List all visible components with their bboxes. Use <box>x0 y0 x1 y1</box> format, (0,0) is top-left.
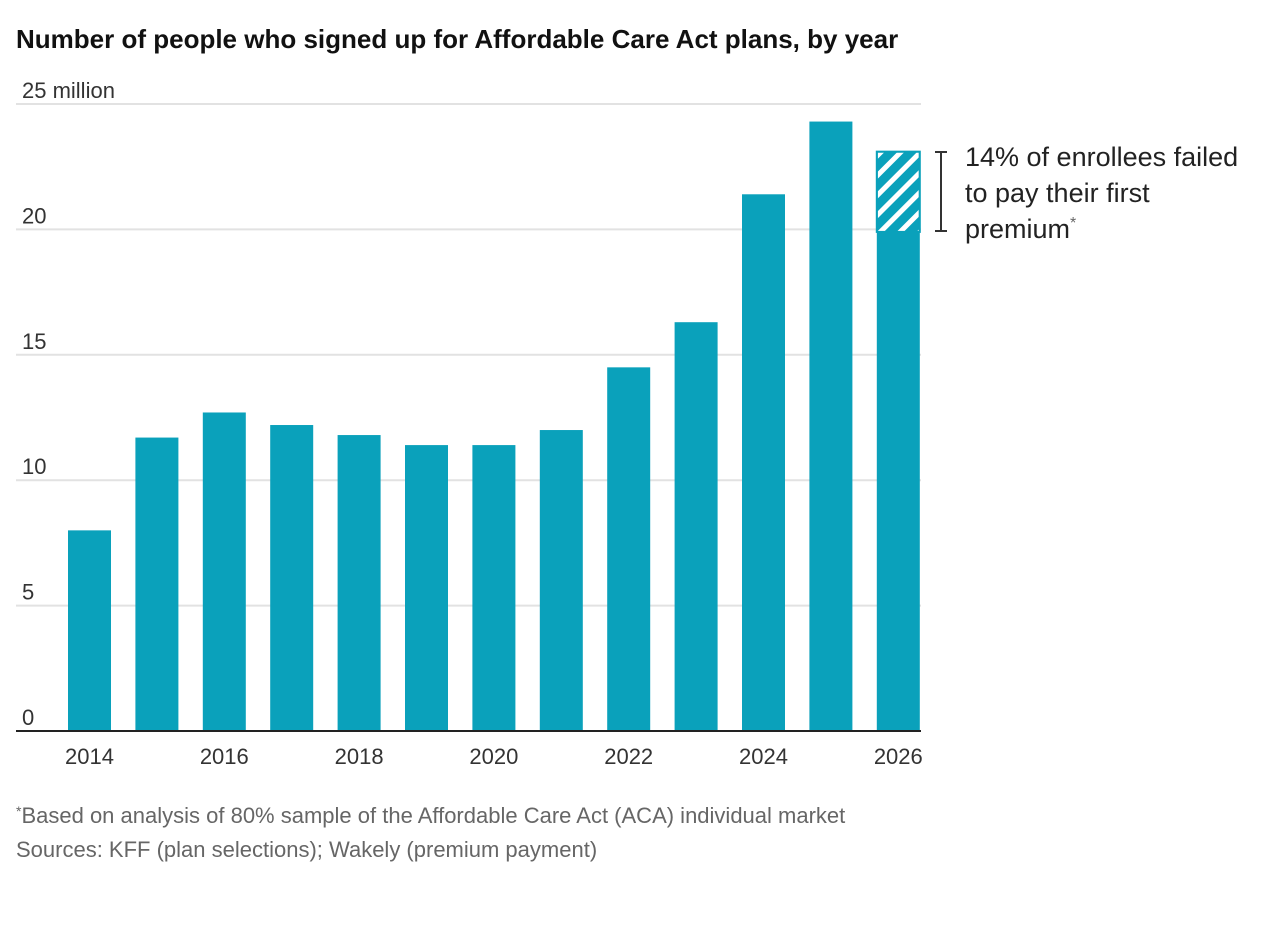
annotation-line-2: to pay their first <box>965 178 1150 208</box>
y-tick-label: 20 <box>22 203 46 228</box>
bar-2019 <box>405 445 448 731</box>
bar-2021 <box>539 430 583 731</box>
bar-2018 <box>337 435 381 731</box>
chart-title: Number of people who signed up for Affor… <box>16 24 898 54</box>
x-axis-labels: 2014 2016 2018 2020 2022 2024 2026 <box>65 744 923 769</box>
bar-2024 <box>742 194 785 732</box>
bar-2026 <box>876 151 920 732</box>
x-tick-label: 2022 <box>604 744 653 769</box>
x-tick-label: 2016 <box>200 744 249 769</box>
annotation-line-3: premium* <box>965 214 1076 244</box>
x-tick-label: 2020 <box>469 744 518 769</box>
x-tick-label: 2026 <box>874 744 923 769</box>
annotation-line-1: 14% of enrollees failed <box>965 142 1238 172</box>
bar-2016 <box>202 412 246 731</box>
y-tick-label: 0 <box>22 705 34 730</box>
bar-2014 <box>68 530 111 731</box>
y-tick-label: 25 million <box>22 78 115 103</box>
footnote: *Based on analysis of 80% sample of the … <box>16 803 845 828</box>
sources: Sources: KFF (plan selections); Wakely (… <box>16 837 597 862</box>
bar-2015 <box>135 437 179 731</box>
x-tick-label: 2014 <box>65 744 114 769</box>
annotation-bracket <box>935 151 947 232</box>
y-tick-label: 10 <box>22 454 46 479</box>
x-tick-label: 2024 <box>739 744 788 769</box>
bars <box>68 121 921 732</box>
bar-2017 <box>270 425 314 731</box>
bar-2020 <box>472 445 516 731</box>
bar-2023 <box>674 322 718 731</box>
hatched-unpaid-segment <box>877 152 919 232</box>
y-tick-label: 15 <box>22 329 46 354</box>
x-tick-label: 2018 <box>335 744 384 769</box>
bar-2022 <box>607 367 651 731</box>
hatched-segment-outline <box>875 150 921 233</box>
y-tick-label: 5 <box>22 580 34 605</box>
bar-2025 <box>809 121 853 731</box>
y-axis-labels: 0 5 10 15 20 25 million <box>22 78 115 730</box>
